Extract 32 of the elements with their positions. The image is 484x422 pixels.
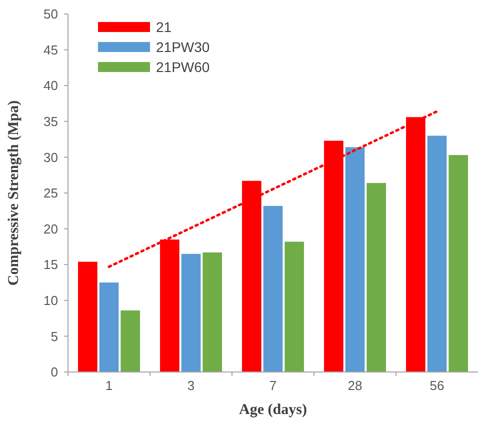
bar: [202, 252, 222, 372]
y-tick-label: 20: [44, 221, 58, 236]
x-tick-label: 56: [430, 378, 444, 393]
bar: [427, 136, 447, 372]
bar: [181, 254, 201, 372]
x-tick-label: 28: [348, 378, 362, 393]
bar: [263, 206, 283, 372]
legend-label: 21: [156, 18, 172, 35]
bar: [345, 147, 365, 372]
legend-label: 21PW60: [156, 58, 210, 75]
y-tick-label: 0: [50, 364, 58, 380]
y-tick-label: 30: [44, 150, 58, 165]
x-tick-label: 7: [269, 378, 277, 393]
y-tick-label: 45: [44, 42, 58, 58]
bar: [78, 262, 98, 372]
y-tick-label: 15: [44, 257, 58, 272]
y-tick-label: 40: [44, 78, 58, 94]
y-tick-label: 25: [44, 186, 58, 201]
y-tick-label: 10: [44, 292, 58, 308]
bar: [99, 282, 119, 372]
bar: [120, 310, 140, 372]
y-tick-label: 35: [44, 114, 58, 129]
x-tick-label: 3: [187, 378, 195, 393]
bar: [284, 242, 304, 372]
legend-label: 21PW30: [156, 38, 210, 55]
bar: [366, 182, 386, 372]
y-axis-title: Compressive Strength (Mpa): [6, 100, 22, 286]
y-tick-label: 50: [44, 6, 58, 22]
x-tick-label: 1: [105, 378, 113, 393]
x-axis-title: Age (days): [239, 402, 307, 418]
y-tick-label: 5: [50, 328, 58, 344]
bar: [448, 155, 468, 372]
